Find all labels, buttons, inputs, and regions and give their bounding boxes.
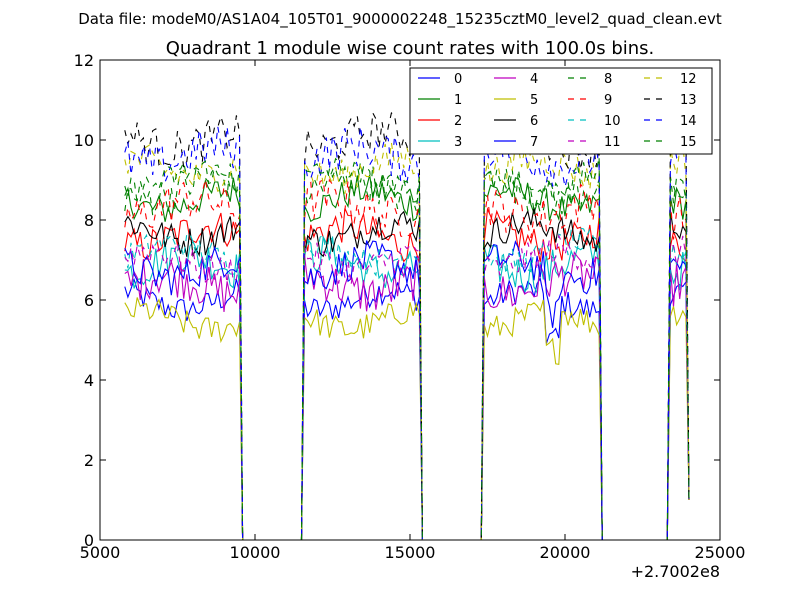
legend-label: 15 [680, 135, 697, 150]
series-line-0 [124, 277, 690, 541]
y-tick-label: 6 [84, 291, 94, 310]
series-line-15 [124, 156, 690, 541]
legend-label: 13 [680, 93, 697, 108]
legend-label: 9 [604, 93, 612, 108]
x-axis: 5000 10000 15000 20000 25000 [80, 60, 746, 562]
y-tick-label: 10 [74, 131, 94, 150]
legend-label: 8 [604, 72, 612, 87]
x-tick-label: 15000 [385, 543, 436, 562]
legend-label: 11 [604, 135, 621, 150]
legend-label: 4 [530, 72, 538, 87]
y-tick-label: 12 [74, 51, 94, 70]
series-line-2 [124, 206, 690, 541]
x-tick-label: 20000 [540, 543, 591, 562]
legend-label: 10 [604, 114, 621, 129]
series-line-12 [124, 142, 690, 541]
legend-label: 6 [530, 114, 538, 129]
legend-label: 2 [454, 114, 462, 129]
y-tick-label: 8 [84, 211, 94, 230]
series-line-5 [124, 297, 690, 541]
legend-frame [409, 67, 713, 155]
y-tick-label: 0 [84, 531, 94, 550]
series-line-8 [124, 162, 690, 541]
legend-label: 1 [454, 93, 462, 108]
x-tick-label: 25000 [695, 543, 746, 562]
series-line-11 [124, 233, 690, 541]
x-tick-label: 10000 [230, 543, 281, 562]
x-axis-offset-label: +2.7002e8 [631, 562, 720, 581]
series-line-14 [124, 126, 690, 541]
chart-title: Quadrant 1 module wise count rates with … [166, 38, 655, 59]
series-line-9 [124, 178, 690, 541]
legend-label: 12 [680, 72, 697, 87]
series-layer [124, 109, 690, 541]
y-tick-label: 4 [84, 371, 94, 390]
series-line-10 [124, 227, 690, 541]
series-line-7 [124, 240, 690, 541]
legend-label: 14 [680, 114, 697, 129]
legend-label: 3 [454, 135, 462, 150]
series-line-4 [124, 250, 690, 541]
legend-label: 5 [530, 93, 538, 108]
figure-suptitle: Data file: modeM0/AS1A04_105T01_90000022… [78, 10, 722, 29]
series-line-6 [124, 207, 690, 541]
y-tick-label: 2 [84, 451, 94, 470]
x-tick-label: 5000 [80, 543, 121, 562]
legend-label: 7 [530, 135, 538, 150]
legend-label: 0 [454, 72, 462, 87]
